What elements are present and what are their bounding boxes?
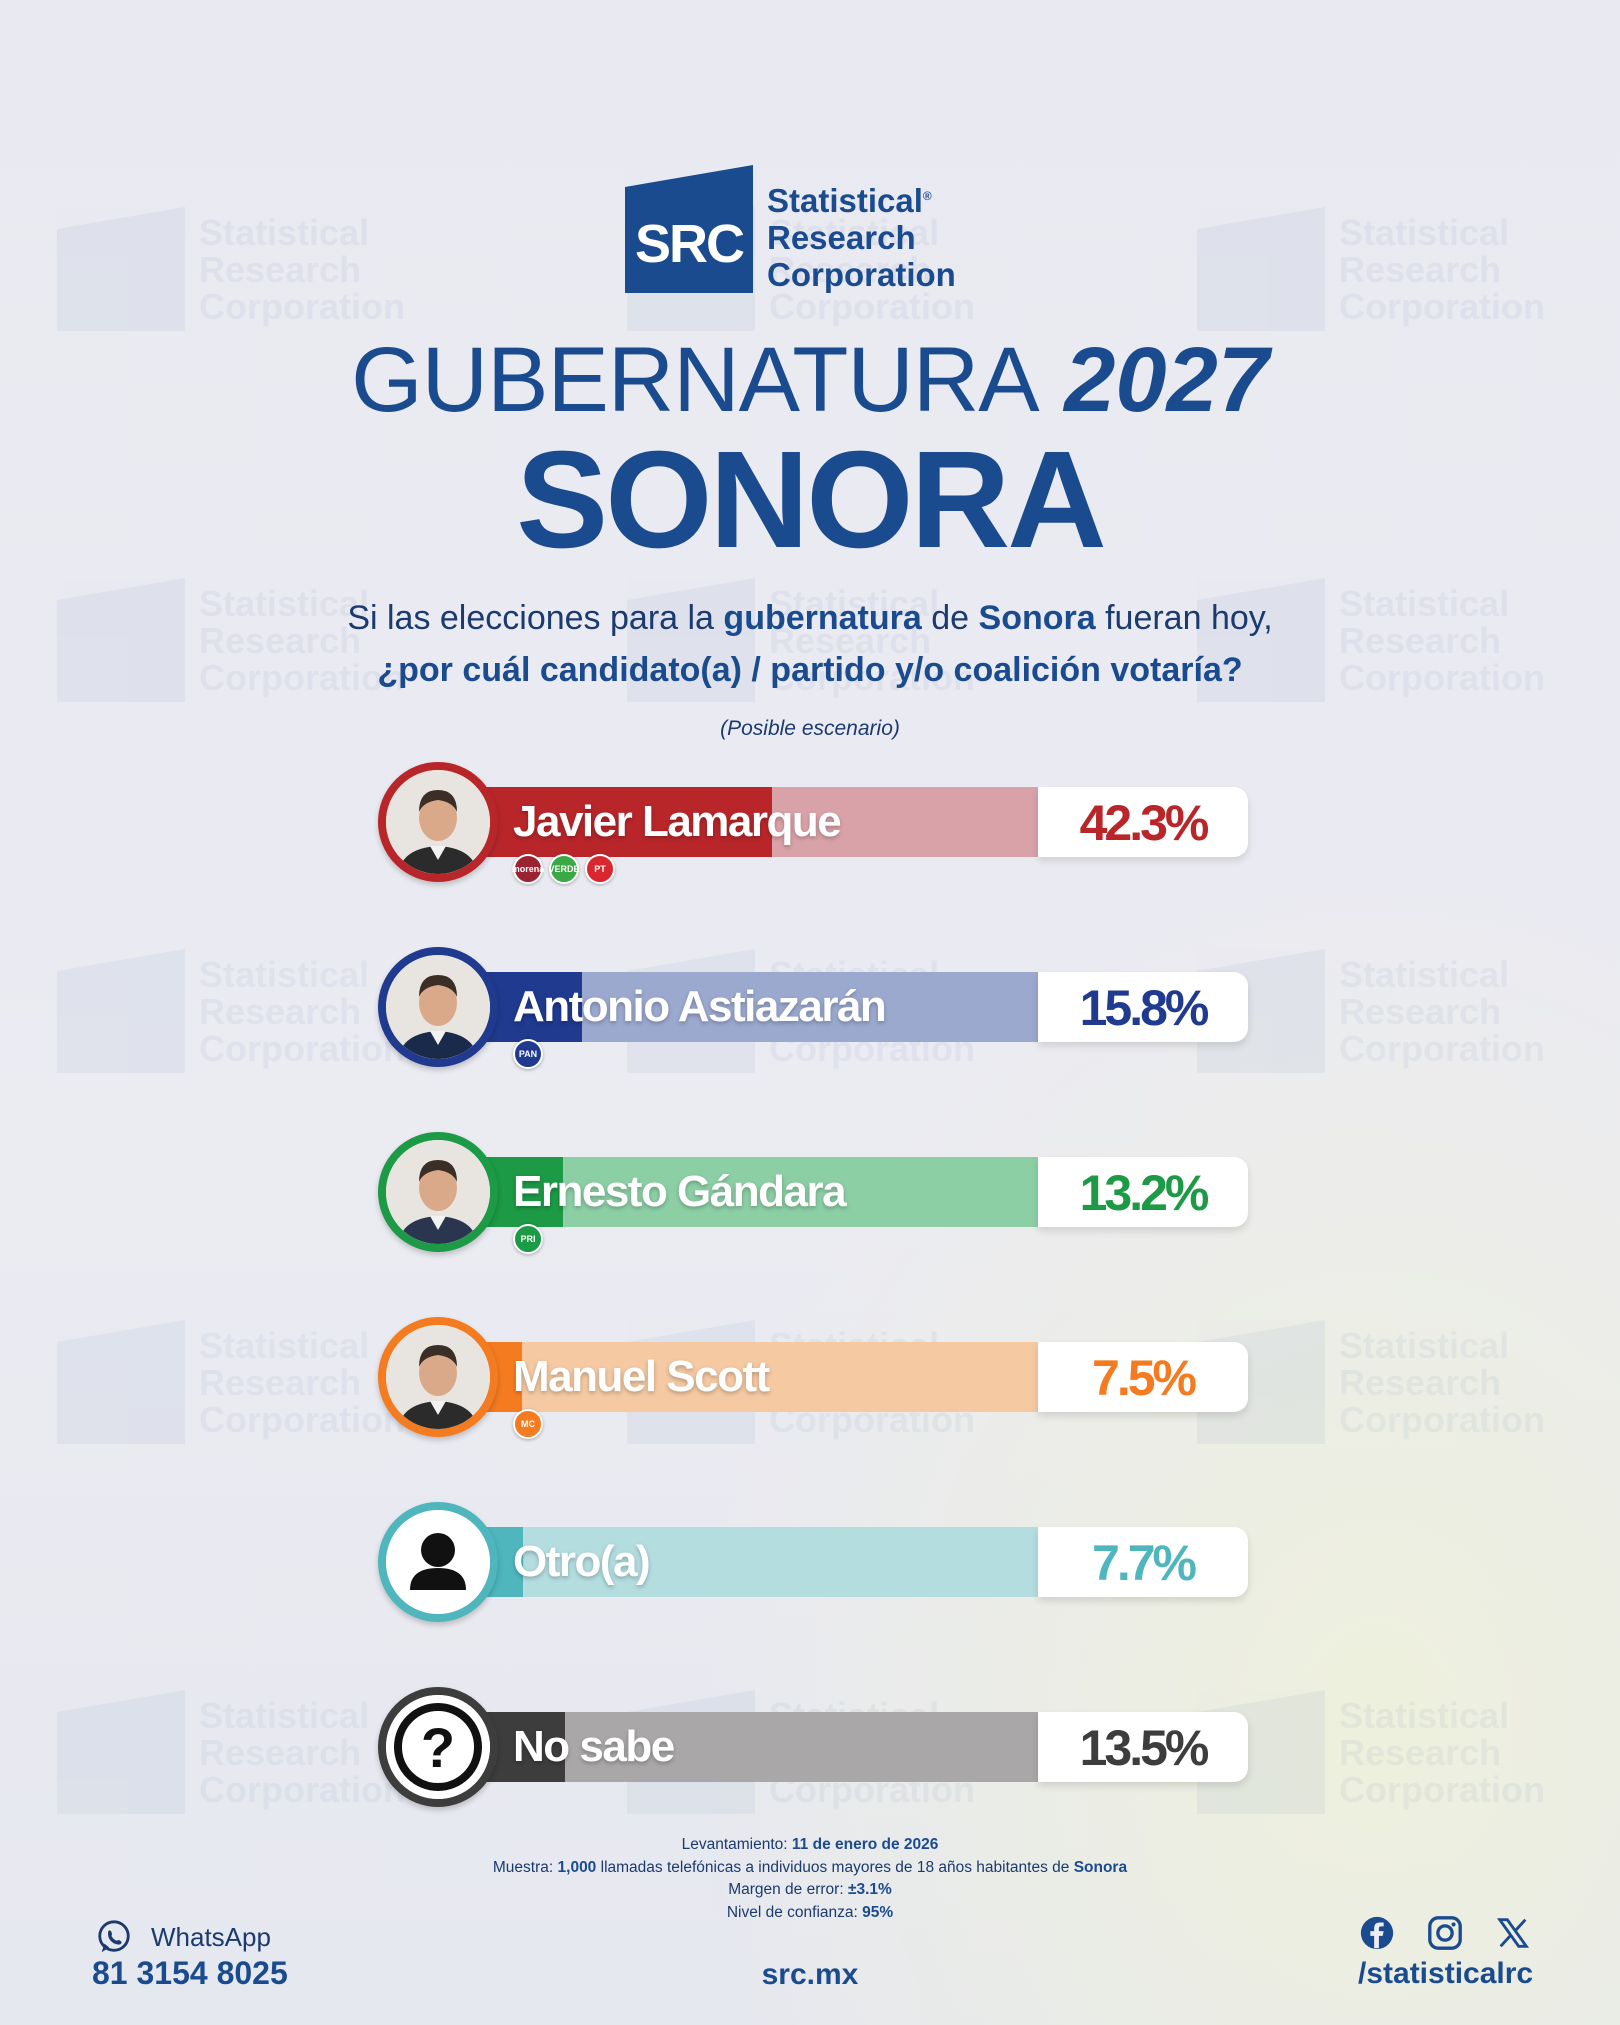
party-logo-icon: PRI xyxy=(513,1224,543,1254)
percent-label: 13.5% xyxy=(1079,1720,1210,1776)
percent-box: 42.3% xyxy=(1038,787,1248,857)
party-logo-icon: morena xyxy=(512,854,544,884)
bar-fill xyxy=(468,787,773,857)
percent-box: 13.5% xyxy=(1038,1712,1248,1782)
party-logo-icon: VERDE xyxy=(549,854,580,884)
bar-track xyxy=(468,787,1043,857)
social-icons xyxy=(1358,1914,1532,1952)
bar-track xyxy=(468,1342,1043,1412)
social-handle[interactable]: /statisticalrc xyxy=(1358,1957,1534,1990)
percent-label: 7.7% xyxy=(1092,1535,1197,1591)
candidate-photo xyxy=(378,947,498,1067)
whatsapp-contact[interactable]: WhatsApp xyxy=(95,1918,271,1956)
candidate-name: No sabe xyxy=(513,1722,675,1771)
candidate-name: Manuel Scott xyxy=(513,1352,770,1401)
candidate-row: Antonio Astiazarán 15.8% PAN xyxy=(378,947,1248,1077)
party-badges: morena VERDE PT xyxy=(512,854,615,884)
candidate-row: Ernesto Gándara 13.2% PRI xyxy=(378,1132,1248,1262)
candidate-name: Ernesto Gándara xyxy=(513,1167,847,1216)
party-badges: MC xyxy=(513,1409,543,1439)
bar-track xyxy=(468,1712,1043,1782)
candidate-photo xyxy=(378,1317,498,1437)
percent-label: 13.2% xyxy=(1079,1165,1210,1221)
percent-label: 7.5% xyxy=(1092,1350,1197,1406)
percent-label: 15.8% xyxy=(1079,980,1210,1036)
whatsapp-icon xyxy=(98,1920,130,1953)
party-logo-icon: PAN xyxy=(513,1039,543,1069)
facebook-icon[interactable] xyxy=(1358,1914,1396,1952)
percent-box: 7.5% xyxy=(1038,1342,1248,1412)
instagram-icon[interactable] xyxy=(1426,1914,1464,1952)
candidate-name: Otro(a) xyxy=(513,1537,651,1586)
candidate-photo xyxy=(378,1132,498,1252)
party-badges: PRI xyxy=(513,1224,543,1254)
candidate-photo xyxy=(378,762,498,882)
state-title: SONORA xyxy=(516,423,1107,577)
src-logo-mark: SRC xyxy=(625,165,753,293)
page-title: GUBERNATURA 2027 xyxy=(351,329,1269,431)
candidate-row: Javier Lamarque 42.3% morena VERDE PT xyxy=(378,762,1248,892)
candidate-row: No sabe 13.5%? xyxy=(378,1687,1248,1817)
src-logo-text: Statistical® Research Corporation xyxy=(767,182,956,293)
whatsapp-label: WhatsApp xyxy=(151,1921,271,1952)
percent-box: 15.8% xyxy=(1038,972,1248,1042)
website-link[interactable]: src.mx xyxy=(761,1958,859,1991)
question-mark-icon: ? xyxy=(378,1687,498,1807)
scenario-note: (Posible escenario) xyxy=(720,717,900,740)
percent-box: 13.2% xyxy=(1038,1157,1248,1227)
svg-text:?: ? xyxy=(421,1716,455,1779)
candidate-row: Manuel Scott 7.5% MC xyxy=(378,1317,1248,1447)
user-silhouette-icon xyxy=(378,1502,498,1622)
candidate-name: Javier Lamarque xyxy=(513,797,842,846)
survey-question: Si las elecciones para la gubernatura de… xyxy=(347,599,1273,689)
methodology-note: Levantamiento: 11 de enero de 2026 Muest… xyxy=(492,1836,1128,1921)
percent-box: 7.7% xyxy=(1038,1527,1248,1597)
party-logo-icon: MC xyxy=(513,1409,543,1439)
src-logo: SRC Statistical® Research Corporation xyxy=(625,165,956,293)
party-logo-icon: PT xyxy=(585,854,615,884)
phone-number[interactable]: 81 3154 8025 xyxy=(92,1955,288,1991)
x-icon[interactable] xyxy=(1494,1914,1532,1952)
candidate-row: Otro(a) 7.7% xyxy=(378,1502,1248,1632)
percent-label: 42.3% xyxy=(1079,795,1210,851)
party-badges: PAN xyxy=(513,1039,543,1069)
candidate-name: Antonio Astiazarán xyxy=(513,982,887,1031)
